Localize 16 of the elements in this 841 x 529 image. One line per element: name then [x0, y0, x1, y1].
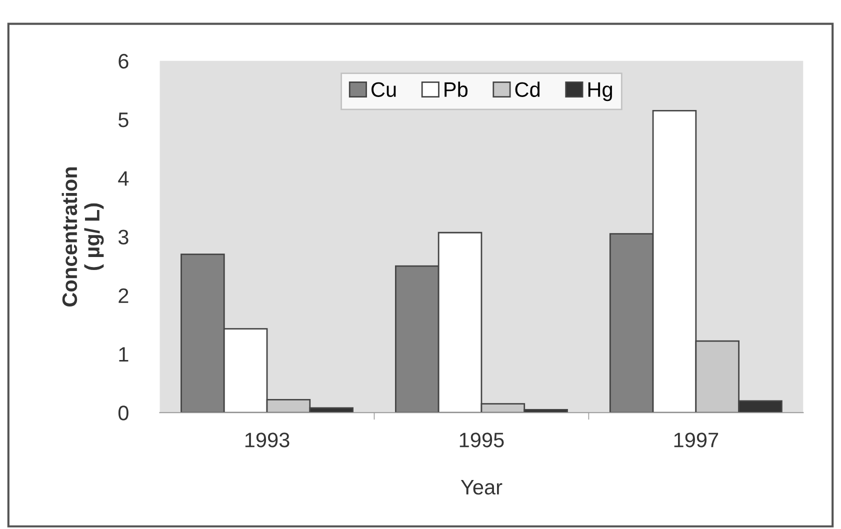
x-axis-title: Year: [460, 480, 502, 495]
x-tick-label: 1993: [245, 432, 290, 448]
y-tick-label: 5: [118, 112, 128, 128]
x-tick-label: 1995: [460, 432, 504, 448]
legend-label: Hg: [588, 82, 612, 102]
y-axis-title: Concentration ( µg/ L): [62, 167, 104, 306]
x-tick-label: 1997: [674, 432, 718, 448]
y-tick-label: 6: [118, 54, 128, 69]
y-tick-label: 4: [118, 171, 129, 186]
y-tick-label: 1: [119, 347, 128, 362]
y-tick-label: 3: [118, 230, 128, 244]
y-tick-label: 2: [118, 288, 128, 303]
legend-label: Cu: [372, 82, 396, 97]
legend-label: Pb: [444, 82, 468, 97]
legend-label: Cd: [515, 82, 540, 97]
y-tick-label: 0: [118, 406, 128, 420]
